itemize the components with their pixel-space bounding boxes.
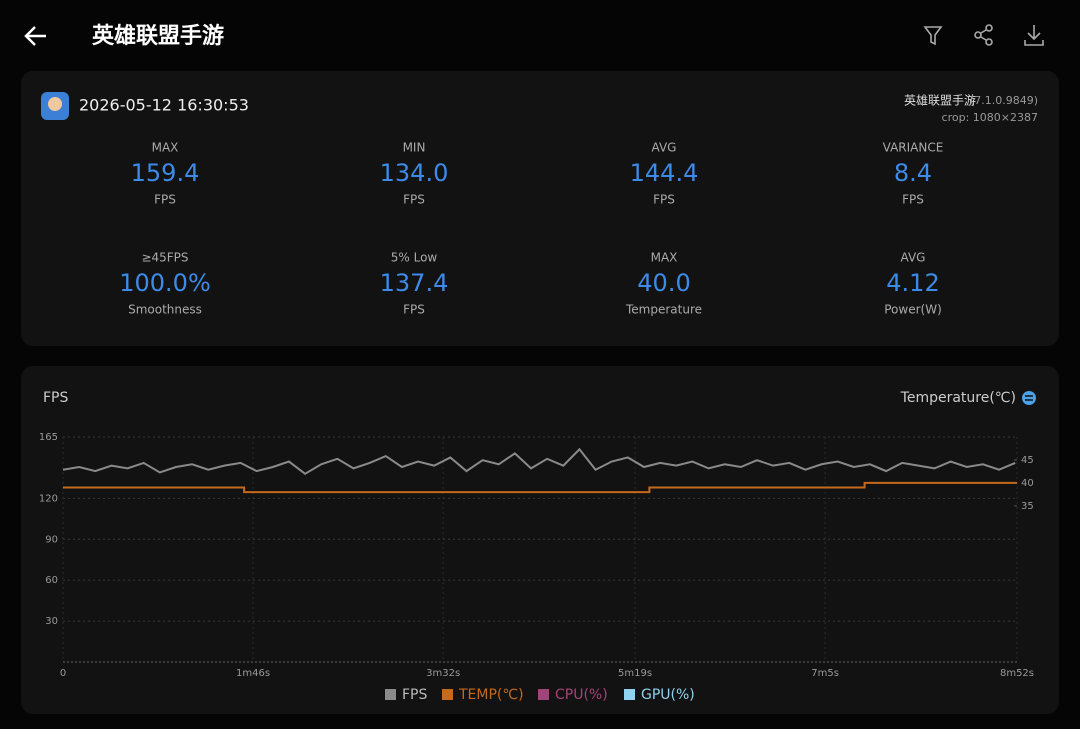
stat-unit: FPS — [653, 193, 675, 207]
stat-unit: Power(W) — [884, 303, 942, 317]
legend-label: CPU(%) — [555, 687, 608, 703]
stat-unit: Temperature — [625, 303, 702, 317]
app-version: (7.1.0.9849) — [970, 94, 1038, 107]
legend-swatch — [624, 689, 635, 700]
stat-label: ≥45FPS — [141, 251, 188, 265]
y2-tick-label: 45 — [1021, 455, 1034, 466]
y2-tick-label: 35 — [1021, 501, 1034, 512]
app-name: 英雄联盟手游 — [904, 93, 976, 108]
y2-tick-label: 40 — [1021, 478, 1034, 489]
chart-card — [21, 366, 1059, 714]
stat-unit: Smoothness — [128, 303, 202, 317]
stat-value: 137.4 — [380, 269, 449, 297]
x-tick-label: 0 — [60, 668, 66, 679]
x-tick-label: 5m19s — [618, 668, 652, 679]
summary-card — [21, 71, 1059, 346]
stat-unit: FPS — [154, 193, 176, 207]
legend-swatch — [385, 689, 396, 700]
stat-unit: FPS — [403, 193, 425, 207]
back-button[interactable] — [24, 26, 46, 46]
stat-label: AVG — [901, 251, 926, 265]
stat-label: AVG — [652, 141, 677, 155]
series-line — [62, 447, 1016, 476]
x-tick-label: 3m32s — [426, 668, 460, 679]
x-tick-label: 8m52s — [1000, 668, 1034, 679]
stat-label: 5% Low — [391, 251, 438, 265]
legend-label: TEMP(℃) — [458, 687, 524, 703]
datetime: 2026-05-12 16:30:53 — [79, 96, 249, 115]
y-tick-label: 60 — [45, 575, 58, 586]
x-tick-label: 1m46s — [236, 668, 270, 679]
stat-value: 134.0 — [380, 159, 449, 187]
download-icon[interactable] — [1024, 25, 1044, 46]
y-tick-label: 165 — [39, 432, 58, 443]
legend-swatch — [538, 689, 549, 700]
stat-unit: FPS — [403, 303, 425, 317]
app-icon-face — [48, 97, 62, 111]
stat-value: 4.12 — [886, 269, 939, 297]
y-tick-label: 120 — [39, 493, 58, 504]
chart-title: FPS — [43, 390, 68, 406]
stat-value: 100.0% — [119, 269, 211, 297]
stat-label: MAX — [651, 251, 678, 265]
legend-label: FPS — [402, 687, 427, 703]
series-line — [63, 481, 1017, 494]
page-title: 英雄联盟手游 — [92, 23, 224, 49]
x-tick-label: 7m5s — [811, 668, 839, 679]
filter-icon[interactable] — [923, 26, 943, 46]
y2-axis-label: Temperature(℃) — [900, 390, 1016, 406]
stat-value: 8.4 — [894, 159, 932, 187]
stat-label: MAX — [152, 141, 179, 155]
stat-value: 40.0 — [637, 269, 690, 297]
legend-swatch — [442, 689, 453, 700]
stat-value: 159.4 — [131, 159, 200, 187]
stat-label: MIN — [403, 141, 426, 155]
swap-axis-glyph — [1025, 395, 1033, 401]
stat-unit: FPS — [902, 193, 924, 207]
stat-label: VARIANCE — [883, 141, 944, 155]
legend-label: GPU(%) — [641, 687, 695, 703]
stat-value: 144.4 — [630, 159, 699, 187]
y-tick-label: 90 — [45, 534, 58, 545]
swap-axis-button[interactable] — [1022, 391, 1036, 405]
y-tick-label: 30 — [45, 616, 58, 627]
crop-info: crop: 1080×2387 — [942, 111, 1038, 124]
share-icon[interactable] — [974, 24, 993, 46]
